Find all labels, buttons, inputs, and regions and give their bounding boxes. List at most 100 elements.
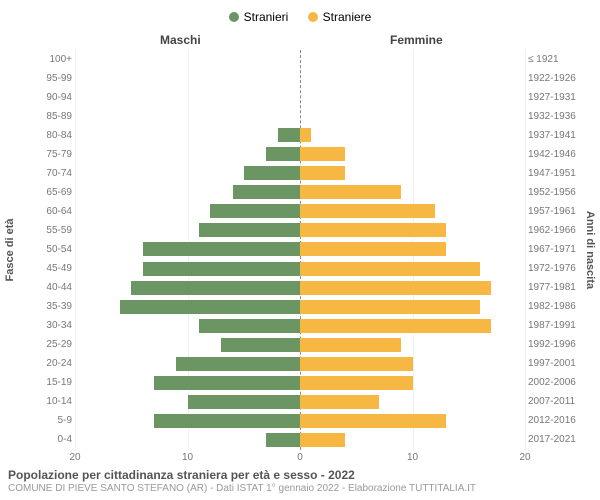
chart-title: Popolazione per cittadinanza straniera p… <box>8 468 592 482</box>
age-label: 60-64 <box>22 206 72 217</box>
bar-female <box>300 414 446 428</box>
bar-female <box>300 128 311 142</box>
bar-row <box>75 221 525 240</box>
bar-row <box>75 164 525 183</box>
legend-swatch-female <box>308 12 318 22</box>
bar-female <box>300 223 446 237</box>
age-label: 0-4 <box>22 434 72 445</box>
birth-year-label: 1987-1991 <box>528 320 588 331</box>
bar-female <box>300 281 491 295</box>
age-label: 85-89 <box>22 111 72 122</box>
bar-row <box>75 374 525 393</box>
bar-row <box>75 298 525 317</box>
bar-female <box>300 357 413 371</box>
bar-female <box>300 166 345 180</box>
age-label: 65-69 <box>22 187 72 198</box>
birth-year-label: 1947-1951 <box>528 168 588 179</box>
bar-male <box>176 357 300 371</box>
bar-male <box>188 395 301 409</box>
bar-male <box>233 185 301 199</box>
age-label: 50-54 <box>22 244 72 255</box>
bar-male <box>266 433 300 447</box>
bar-row <box>75 336 525 355</box>
bar-female <box>300 376 413 390</box>
population-pyramid-chart: Stranieri Straniere Maschi Femmine Fasce… <box>0 0 600 500</box>
bar-female <box>300 319 491 333</box>
birth-year-label: 1927-1931 <box>528 92 588 103</box>
bar-row <box>75 393 525 412</box>
birth-year-label: 2017-2021 <box>528 434 588 445</box>
bar-female <box>300 262 480 276</box>
bar-row <box>75 50 525 69</box>
x-tick-label: 10 <box>398 452 428 463</box>
age-label: 30-34 <box>22 320 72 331</box>
bar-row <box>75 183 525 202</box>
bar-male <box>244 166 300 180</box>
age-label: 35-39 <box>22 301 72 312</box>
bar-row <box>75 69 525 88</box>
bar-row <box>75 260 525 279</box>
birth-year-label: 1997-2001 <box>528 358 588 369</box>
bar-male <box>221 338 300 352</box>
birth-year-label: 1977-1981 <box>528 282 588 293</box>
bar-row <box>75 145 525 164</box>
bar-male <box>120 300 300 314</box>
birth-year-label: 1952-1956 <box>528 187 588 198</box>
bar-row <box>75 240 525 259</box>
bar-row <box>75 107 525 126</box>
bar-row <box>75 412 525 431</box>
age-label: 20-24 <box>22 358 72 369</box>
age-label: 95-99 <box>22 73 72 84</box>
age-label: 55-59 <box>22 225 72 236</box>
bar-male <box>143 262 301 276</box>
y-axis-label-left: Fasce di età <box>4 219 16 282</box>
birth-year-label: 1932-1936 <box>528 111 588 122</box>
legend-label-male: Stranieri <box>244 10 289 24</box>
age-label: 45-49 <box>22 263 72 274</box>
birth-year-label: 1962-1966 <box>528 225 588 236</box>
bar-male <box>210 204 300 218</box>
chart-footer: Popolazione per cittadinanza straniera p… <box>8 468 592 494</box>
bar-male <box>154 414 300 428</box>
birth-year-label: 1972-1976 <box>528 263 588 274</box>
bar-female <box>300 395 379 409</box>
age-label: 75-79 <box>22 149 72 160</box>
bar-male <box>266 147 300 161</box>
birth-year-label: 1992-1996 <box>528 339 588 350</box>
column-header-male: Maschi <box>160 33 201 47</box>
age-label: 40-44 <box>22 282 72 293</box>
legend-label-female: Straniere <box>323 10 372 24</box>
birth-year-label: 1922-1926 <box>528 73 588 84</box>
bar-female <box>300 433 345 447</box>
legend-swatch-male <box>229 12 239 22</box>
bar-row <box>75 279 525 298</box>
age-label: 80-84 <box>22 130 72 141</box>
birth-year-label: 2002-2006 <box>528 377 588 388</box>
legend-item-female: Straniere <box>308 10 372 24</box>
birth-year-label: 1937-1941 <box>528 130 588 141</box>
age-label: 5-9 <box>22 415 72 426</box>
bar-row <box>75 355 525 374</box>
bar-female <box>300 147 345 161</box>
birth-year-label: 1942-1946 <box>528 149 588 160</box>
column-header-female: Femmine <box>390 33 443 47</box>
chart-subtitle: COMUNE DI PIEVE SANTO STEFANO (AR) - Dat… <box>8 483 592 494</box>
bar-female <box>300 185 401 199</box>
bar-row <box>75 202 525 221</box>
bar-male <box>278 128 301 142</box>
age-label: 10-14 <box>22 396 72 407</box>
age-label: 15-19 <box>22 377 72 388</box>
bar-female <box>300 300 480 314</box>
bar-male <box>199 319 300 333</box>
bar-row <box>75 88 525 107</box>
birth-year-label: 2007-2011 <box>528 396 588 407</box>
bar-male <box>143 242 301 256</box>
age-label: 25-29 <box>22 339 72 350</box>
age-label: 90-94 <box>22 92 72 103</box>
x-tick-label: 20 <box>60 452 90 463</box>
age-label: 100+ <box>22 54 72 65</box>
grid-line <box>525 50 526 450</box>
x-tick-label: 10 <box>173 452 203 463</box>
legend-item-male: Stranieri <box>229 10 289 24</box>
bar-male <box>199 223 300 237</box>
